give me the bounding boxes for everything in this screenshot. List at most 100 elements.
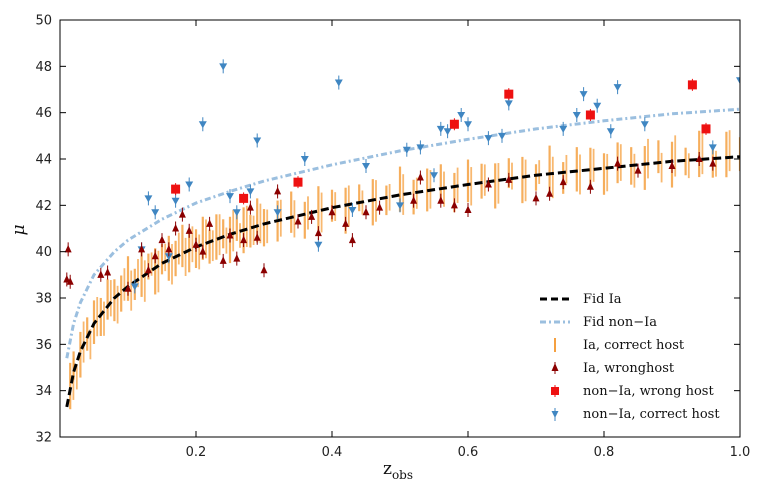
ia-wrong-point bbox=[185, 226, 193, 234]
non-ia-correct-point bbox=[164, 253, 173, 261]
x-tick-label: 0.8 bbox=[594, 445, 615, 460]
ia-wrong-point bbox=[437, 196, 445, 204]
non-ia-wrong-point bbox=[585, 110, 595, 120]
legend-nonia-correct-label: non−Ia, correct host bbox=[583, 407, 720, 422]
ia-wrong-point bbox=[308, 212, 316, 220]
non-ia-correct-point bbox=[273, 209, 282, 217]
non-ia-wrong-point bbox=[239, 193, 249, 203]
y-tick-label: 50 bbox=[35, 14, 52, 29]
non-ia-correct-point bbox=[593, 102, 602, 110]
non-ia-correct-point bbox=[640, 121, 649, 129]
ia-wrong-point bbox=[144, 265, 152, 274]
non-ia-correct-point bbox=[559, 125, 568, 133]
y-tick-label: 42 bbox=[35, 199, 52, 214]
non-ia-correct-point bbox=[314, 241, 323, 249]
ia-wrong-point bbox=[206, 219, 214, 227]
ia-wrong-point bbox=[226, 230, 234, 239]
non-ia-correct-point bbox=[606, 128, 615, 136]
ia-wrong-point bbox=[342, 219, 350, 227]
ia-wrong-point bbox=[376, 203, 384, 211]
non-ia-correct-point bbox=[362, 162, 370, 170]
y-tick-label: 40 bbox=[35, 245, 52, 260]
ia-correct-host-series bbox=[69, 130, 740, 410]
y-axis-ticks: 32 34 36 38 40 42 44 46 48 50 bbox=[35, 14, 740, 446]
ia-wrong-point bbox=[668, 161, 676, 169]
ia-wrong-point bbox=[532, 193, 540, 202]
ia-wrong-point bbox=[240, 235, 248, 244]
non-ia-correct-point bbox=[219, 63, 228, 71]
ia-wrong-point bbox=[328, 207, 336, 216]
legend-nonia-wrong-symbol bbox=[551, 387, 559, 395]
plot-area bbox=[60, 20, 740, 437]
legend-ia-wrong-symbol bbox=[551, 363, 559, 371]
non-ia-correct-point bbox=[430, 172, 438, 180]
non-ia-correct-point bbox=[464, 121, 472, 129]
y-tick-label: 48 bbox=[35, 60, 52, 75]
y-tick-label: 34 bbox=[35, 384, 52, 399]
ia-wrong-point bbox=[559, 177, 567, 186]
non-ia-correct-point bbox=[579, 91, 588, 99]
legend: Fid Ia Fid non−Ia Ia, correct host Ia, w… bbox=[540, 292, 720, 422]
non-ia-wrong-point bbox=[701, 124, 711, 134]
non-ia-correct-point bbox=[253, 137, 262, 145]
non-ia-wrong-point bbox=[171, 184, 181, 194]
legend-ia-correct-label: Ia, correct host bbox=[583, 338, 685, 353]
scatter-markers bbox=[63, 59, 740, 296]
non-ia-wrong-point bbox=[687, 80, 697, 90]
ia-wrong-point bbox=[178, 210, 186, 218]
ia-wrong-point bbox=[158, 235, 166, 244]
non-ia-correct-point bbox=[736, 77, 740, 85]
ia-wrong-point bbox=[586, 182, 594, 190]
ia-wrong-point bbox=[314, 228, 322, 237]
x-tick-label: 0.2 bbox=[186, 445, 207, 460]
legend-fid-nonia-label: Fid non−Ia bbox=[583, 315, 657, 330]
ia-wrong-point bbox=[246, 203, 254, 211]
ia-wrong-point bbox=[233, 254, 241, 262]
y-tick-label: 44 bbox=[35, 153, 52, 168]
non-ia-correct-point bbox=[226, 193, 234, 201]
y-tick-label: 38 bbox=[35, 292, 52, 307]
legend-fid-ia-label: Fid Ia bbox=[583, 292, 622, 307]
ia-wrong-point bbox=[260, 265, 268, 274]
ia-wrong-point bbox=[165, 244, 173, 253]
ia-wrong-point bbox=[709, 159, 717, 167]
x-axis-ticks: 0.2 0.4 0.6 0.8 1.0 bbox=[186, 20, 751, 460]
x-axis-title: zobs bbox=[383, 459, 413, 482]
non-ia-correct-point bbox=[198, 121, 207, 129]
non-ia-correct-point bbox=[613, 84, 622, 92]
ia-wrong-point bbox=[124, 284, 132, 292]
non-ia-correct-point bbox=[572, 111, 581, 119]
non-ia-correct-point bbox=[708, 144, 717, 152]
ia-wrong-point bbox=[138, 244, 146, 253]
ia-wrong-point bbox=[219, 256, 227, 264]
x-tick-label: 1.0 bbox=[730, 445, 751, 460]
ia-wrong-point bbox=[505, 175, 513, 183]
non-ia-correct-point bbox=[504, 100, 513, 108]
ia-wrong-point bbox=[199, 247, 207, 255]
non-ia-correct-point bbox=[457, 111, 466, 119]
non-ia-correct-point bbox=[151, 209, 160, 217]
ia-wrong-point bbox=[104, 268, 112, 276]
non-ia-correct-point bbox=[232, 209, 241, 217]
ia-wrong-point bbox=[294, 217, 302, 225]
non-ia-wrong-point bbox=[449, 119, 459, 129]
non-ia-correct-point bbox=[334, 79, 343, 87]
y-tick-label: 46 bbox=[35, 106, 52, 121]
non-ia-correct-point bbox=[300, 156, 309, 163]
non-ia-correct-point bbox=[348, 206, 357, 214]
non-ia-correct-point bbox=[171, 197, 180, 205]
ia-wrong-point bbox=[614, 159, 622, 167]
non-ia-wrong-point bbox=[504, 89, 514, 99]
non-ia-wrong-point bbox=[293, 177, 303, 187]
ia-wrong-point bbox=[253, 233, 261, 241]
non-ia-correct-point bbox=[443, 128, 452, 136]
ia-wrong-point bbox=[362, 207, 370, 216]
ia-wrong-point bbox=[63, 274, 71, 283]
non-ia-correct-point bbox=[402, 146, 411, 154]
ia-wrong-point bbox=[416, 173, 424, 181]
legend-nonia-correct-symbol bbox=[551, 411, 559, 418]
ia-wrong-point bbox=[484, 179, 492, 188]
ia-wrong-point bbox=[151, 251, 159, 260]
non-ia-correct-point bbox=[484, 135, 493, 143]
